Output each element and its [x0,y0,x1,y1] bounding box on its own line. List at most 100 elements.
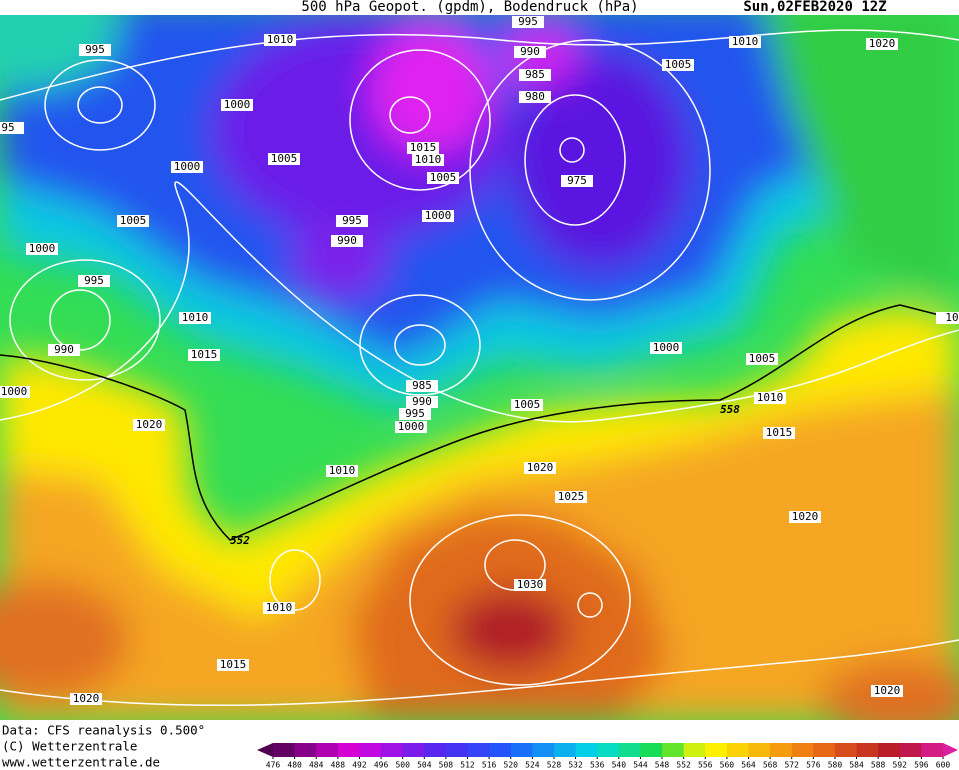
legend-tick-label: 552 [676,761,691,770]
legend-swatch [273,743,296,757]
isobar-label: 1020 [792,510,819,523]
legend-swatch [381,743,404,757]
legend-tick-label: 540 [612,761,627,770]
label-box [407,142,439,154]
legend-swatch [770,743,793,757]
isobar-label: 995 [84,274,104,287]
legend-arrow [943,743,958,757]
legend-swatch [813,743,836,757]
label-box [117,215,149,227]
label-box [729,36,761,48]
isobar-label: 985 [412,379,432,392]
label-box [395,421,427,433]
label-box [336,215,368,227]
legend-tick-label: 524 [525,761,540,770]
label-box [871,685,903,697]
label-box [171,161,203,173]
legend-tick-label: 476 [266,761,281,770]
label-box [79,44,111,56]
map-date: Sun,02FEB2020 12Z [743,0,886,15]
label-box [179,312,211,324]
legend-tick-label: 596 [914,761,929,770]
label-box [561,175,593,187]
label-box [519,91,551,103]
isobar-label: 1000 [398,420,425,433]
isobar-label: 1010 [182,311,209,324]
isobar-label: 995 [342,214,362,227]
isobar-label: 995 [518,15,538,28]
legend-tick-label: 500 [395,761,410,770]
isobar-label: 1020 [527,461,554,474]
legend-tick-label: 508 [439,761,454,770]
legend-tick-label: 536 [590,761,605,770]
legend-tick-label: 520 [504,761,519,770]
label-box [78,275,110,287]
legend-tick-label: 588 [871,761,886,770]
isobar-label: 1015 [191,348,218,361]
label-box [427,172,459,184]
legend-swatch [726,743,749,757]
label-box [512,16,544,28]
legend-swatch [424,743,447,757]
label-box [406,380,438,392]
isobar-label: 1015 [220,658,247,671]
legend-swatch [748,743,771,757]
isobar-label: 95 [1,121,14,134]
label-box [514,46,546,58]
isobar-label: 1000 [29,242,56,255]
label-box [511,399,543,411]
legend-swatch [553,743,577,757]
isobar-label: 1030 [517,578,544,591]
legend-swatch [467,743,490,757]
isobar-label: 990 [54,343,74,356]
geopotential-label: 552 [230,534,250,547]
isobar-label: 1000 [425,209,452,222]
isobar-label: 1010 [732,35,759,48]
geopotential-552-line [0,304,959,541]
legend-tick-label: 580 [828,761,843,770]
footer-line: Data: CFS reanalysis 0.500° [2,723,205,738]
legend-tick-label: 584 [849,761,864,770]
legend-swatch [316,743,339,757]
legend-tick-label: 548 [655,761,670,770]
legend-tick-label: 556 [698,761,713,770]
label-box [763,427,795,439]
label-box [263,602,295,614]
legend-swatch [510,743,533,757]
label-box [936,312,959,324]
label-box [406,396,438,408]
legend-swatch [662,743,685,757]
legend-swatch [597,743,620,757]
label-box [221,99,253,111]
legend-tick-label: 528 [547,761,562,770]
isobar-label: 1015 [410,141,437,154]
legend-tick-label: 560 [720,761,735,770]
legend-tick-label: 592 [893,761,908,770]
label-box [746,353,778,365]
color-field [0,0,959,720]
isobar-label: 1005 [430,171,457,184]
label-box [519,69,551,81]
geopotential-label: 558 [720,403,740,416]
legend-swatch [402,743,425,757]
legend-swatch [337,743,360,757]
label-box [399,408,431,420]
isobar-label: 980 [525,90,545,103]
isobar-label: 1000 [224,98,251,111]
legend-swatch [705,743,728,757]
legend-tick-label: 488 [331,761,346,770]
legend-swatch [359,743,382,757]
isobar-label: 10 [945,311,958,324]
legend-swatch [921,743,944,757]
isobar-label: 1025 [558,490,585,503]
isobar-label: 1010 [329,464,356,477]
legend-tick-label: 516 [482,761,497,770]
legend-tick-label: 544 [633,761,648,770]
label-box [133,419,165,431]
label-box [514,579,546,591]
label-box [0,386,30,398]
isobar-label: 990 [520,45,540,58]
legend-tick-label: 484 [309,761,324,770]
